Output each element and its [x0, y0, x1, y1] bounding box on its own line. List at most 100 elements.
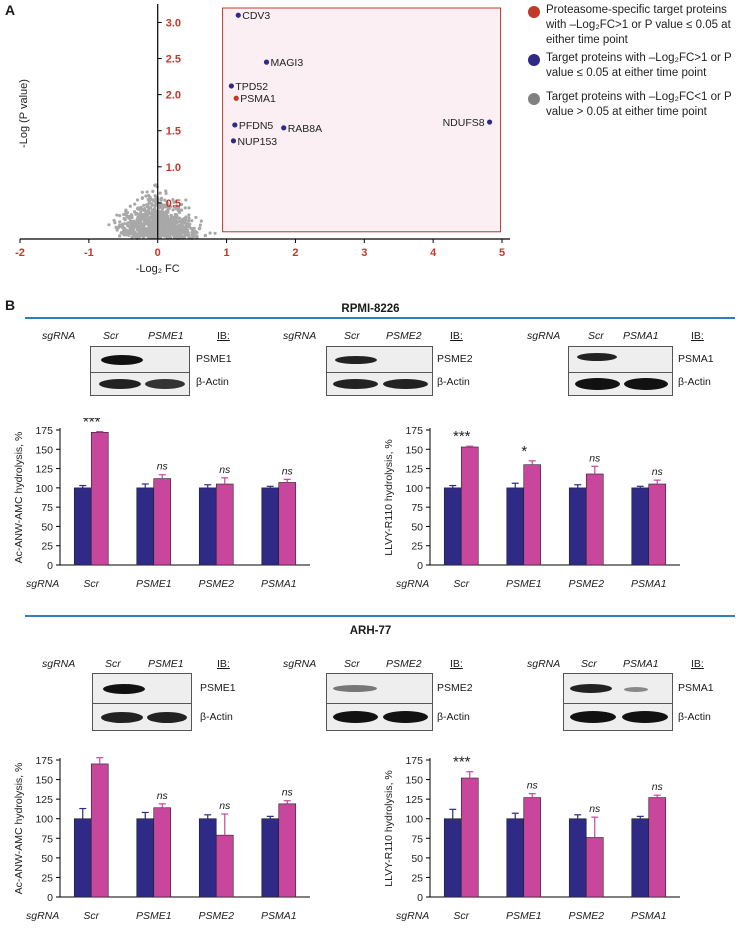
grey-point	[127, 224, 131, 228]
grey-point	[158, 216, 162, 220]
bar-control-psma1	[261, 818, 280, 898]
x-tick-label: 0	[155, 247, 161, 259]
significance-label: ***	[83, 748, 101, 757]
bar-control-scr	[73, 487, 92, 566]
grey-point	[159, 198, 163, 202]
grey-point	[137, 214, 141, 219]
grey-point	[179, 227, 184, 232]
y-axis-label: Ac-ANW-AMC hydrolysis, %	[13, 432, 25, 564]
y-tick-label: 75	[41, 502, 53, 514]
blot-psme2-target	[326, 673, 433, 705]
legend-dot-proteasome	[528, 6, 540, 18]
blot-sgrna-label: sgRNA	[42, 658, 76, 670]
x-category-label: PSME1	[136, 578, 172, 590]
bar-control-psme2	[568, 818, 587, 898]
blot-lane-psma1: PSMA1	[623, 330, 659, 342]
x-prefix-label: sgRNA	[26, 910, 59, 922]
grey-point	[194, 215, 198, 220]
blot-psme2-target	[326, 346, 433, 374]
grey-point	[160, 223, 164, 227]
significance-label: *	[521, 443, 527, 460]
grey-point	[208, 231, 212, 235]
significance-label: ns	[157, 790, 169, 802]
grey-point	[175, 232, 180, 237]
legend-target-text: Target proteins with –Log₂FC>1 or P valu…	[546, 52, 732, 79]
y-tick-label: 0	[417, 892, 423, 904]
grey-point	[146, 228, 151, 232]
grey-point	[143, 231, 147, 236]
grey-point	[136, 206, 140, 210]
grey-point	[171, 198, 175, 202]
y-tick-label: 100	[35, 814, 53, 826]
grey-point	[153, 232, 157, 236]
blot-actin-label: β-Actin	[200, 711, 233, 723]
grey-point	[118, 220, 122, 224]
blot-target-label: PSMA1	[678, 682, 714, 694]
y-tick-label: 150	[405, 775, 423, 787]
grey-point	[140, 196, 145, 200]
grey-point	[135, 222, 140, 226]
point-psma1	[233, 95, 239, 101]
grey-point	[135, 234, 139, 238]
grey-point	[203, 233, 207, 238]
y-axis-label: -Log (P value)	[18, 79, 30, 148]
significance-label: ns	[527, 780, 539, 792]
grey-point	[152, 229, 156, 233]
y-tick-label: 150	[35, 775, 53, 787]
blot-psme2-actin	[326, 703, 433, 731]
y-tick-label: 75	[411, 502, 423, 514]
bar-treated-psma1	[278, 482, 297, 566]
grey-point	[191, 229, 195, 233]
x-category-label: Scr	[83, 910, 99, 922]
grey-point	[117, 225, 121, 229]
grey-point	[123, 226, 127, 231]
blot-actin-label: β-Actin	[437, 376, 470, 388]
point-label-pfdn5: PFDN5	[239, 120, 274, 132]
blot-actin-label: β-Actin	[678, 376, 711, 388]
x-tick-label: 4	[430, 247, 437, 259]
blot-lane-scr: Scr	[344, 330, 360, 342]
significance-label: ***	[453, 428, 471, 445]
blot-ib-label: IB:	[691, 658, 704, 670]
significance-label: ns	[282, 787, 294, 799]
band	[624, 687, 648, 692]
section-title-rpmi: RPMI-8226	[341, 303, 400, 315]
y-tick-label: 0	[47, 892, 53, 904]
grey-point	[131, 224, 135, 229]
bar-treated-psme1	[523, 797, 542, 898]
y-tick-label: 175	[405, 755, 423, 767]
grey-point	[141, 227, 145, 231]
point-label-tpd52: TPD52	[235, 81, 268, 93]
blot-lane-psma1: PSMA1	[623, 658, 659, 670]
x-category-label: Scr	[453, 578, 469, 590]
grey-point	[166, 228, 170, 232]
point-label-rab8a: RAB8A	[288, 123, 322, 135]
grey-point	[190, 219, 194, 223]
point-cdv3	[235, 12, 241, 18]
grey-point	[142, 203, 146, 207]
grey-point	[198, 223, 202, 227]
grey-point	[135, 219, 139, 223]
grey-point	[168, 235, 173, 240]
grey-point	[168, 224, 172, 228]
grey-point	[126, 221, 130, 225]
grey-point	[162, 224, 166, 228]
grey-point	[124, 208, 128, 212]
point-label-psma1: PSMA1	[240, 93, 276, 105]
band	[383, 379, 428, 389]
grey-point	[125, 233, 129, 237]
grey-point	[187, 213, 191, 217]
y-tick-label: 50	[411, 521, 423, 533]
x-prefix-label: sgRNA	[26, 578, 59, 590]
y-tick-label: 0	[47, 560, 53, 572]
grey-point	[142, 206, 147, 211]
grey-point	[131, 227, 136, 231]
grey-point	[171, 218, 175, 223]
x-category-label: Scr	[453, 910, 469, 922]
band	[622, 711, 668, 723]
blot-target-label: PSME2	[437, 353, 473, 365]
grey-point	[139, 222, 143, 226]
grey-point	[142, 224, 146, 228]
bar-control-psma1	[631, 487, 650, 566]
point-label-magi3: MAGI3	[271, 57, 304, 69]
